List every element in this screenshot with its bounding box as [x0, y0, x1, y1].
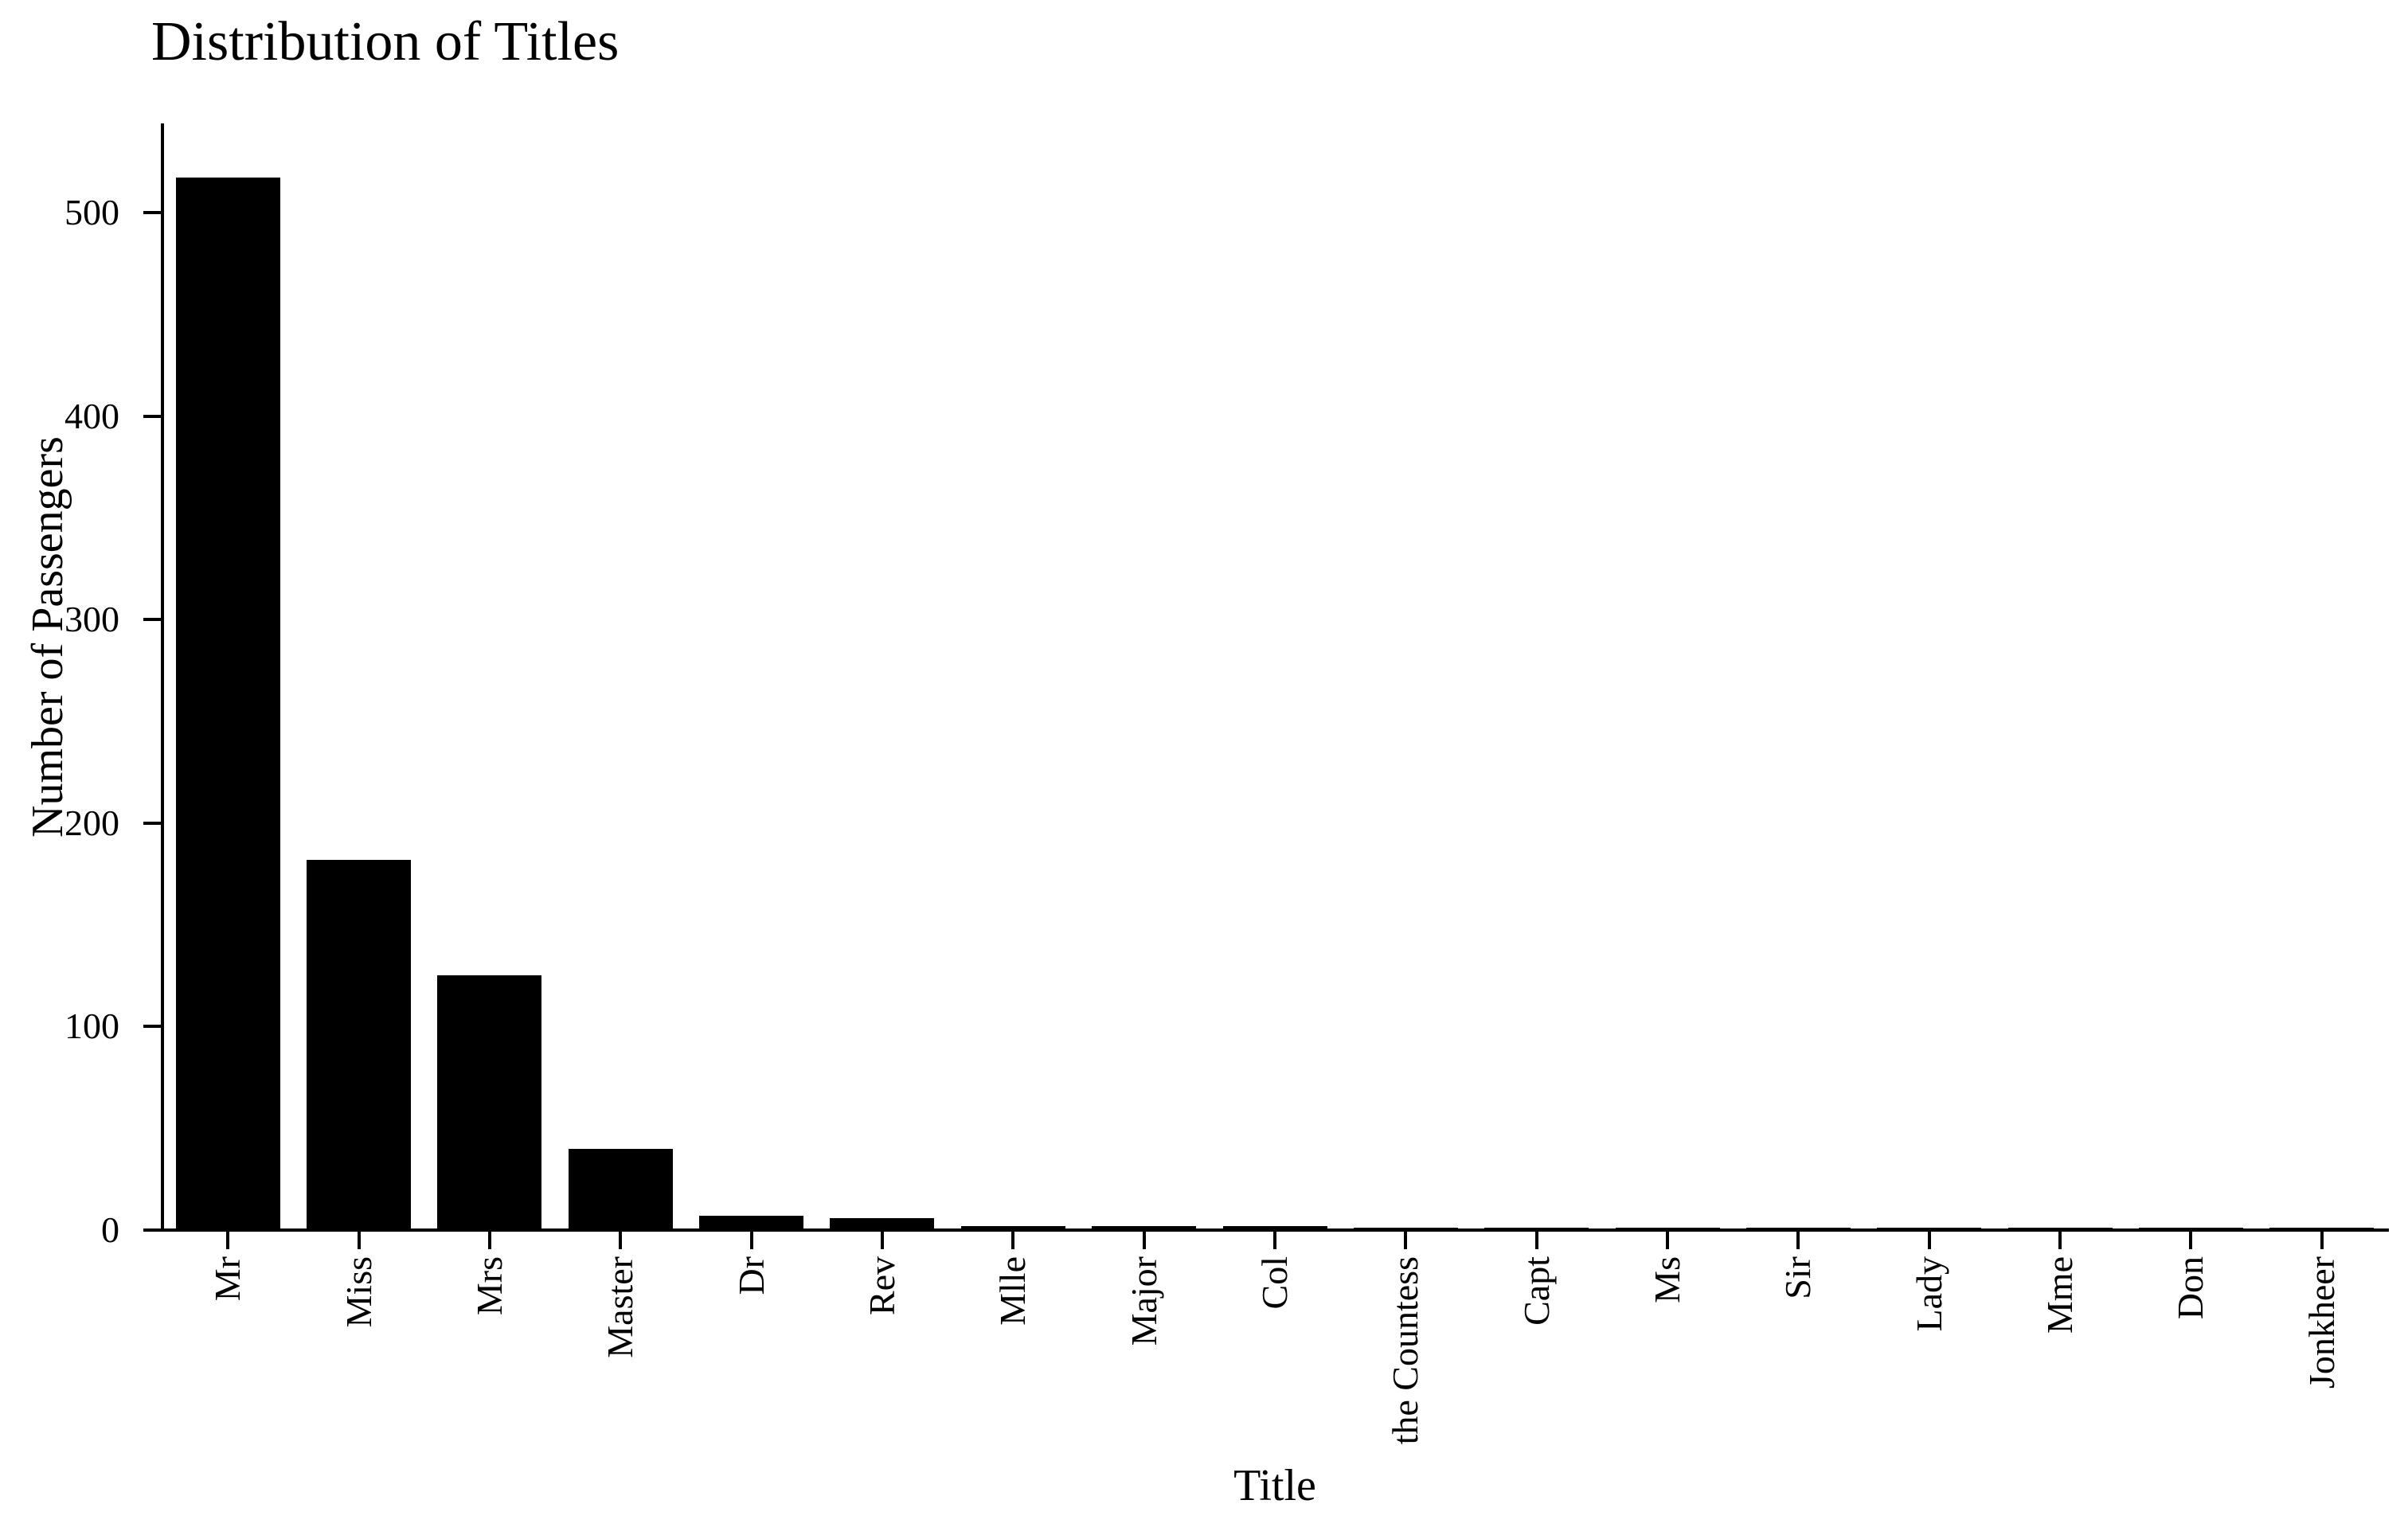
y-tick-mark-500: [143, 210, 161, 214]
x-tick-mark-Ms: [1666, 1232, 1670, 1249]
bar-Miss: [307, 859, 412, 1230]
x-tick-label-the-Countess: the Countess: [1385, 1256, 1426, 1445]
bar-Master: [568, 1148, 673, 1230]
y-tick-mark-400: [143, 414, 161, 418]
x-axis-spine: [161, 1228, 2389, 1232]
x-tick-mark-Master: [619, 1232, 623, 1249]
y-tick-label-300: 300: [64, 599, 119, 640]
y-tick-label-400: 400: [64, 395, 119, 436]
bar-Mrs: [437, 975, 542, 1230]
x-tick-label-Col: Col: [1254, 1256, 1295, 1310]
x-tick-mark-Miss: [357, 1232, 361, 1249]
y-tick-label-0: 0: [101, 1209, 119, 1250]
x-tick-label-Mme: Mme: [2039, 1256, 2081, 1334]
x-tick-label-Jonkheer: Jonkheer: [2300, 1256, 2342, 1389]
y-axis-spine: [161, 123, 164, 1232]
bar-Dr: [699, 1216, 804, 1230]
x-tick-label-Dr: Dr: [730, 1256, 772, 1295]
x-axis-label: Title: [1233, 1461, 1316, 1510]
x-tick-mark-Col: [1273, 1232, 1276, 1249]
x-tick-label-Miss: Miss: [338, 1256, 379, 1328]
x-tick-mark-Mme: [2058, 1232, 2062, 1249]
x-tick-mark-Jonkheer: [2320, 1232, 2324, 1249]
x-tick-label-Don: Don: [2170, 1256, 2211, 1320]
y-tick-label-200: 200: [64, 802, 119, 843]
x-tick-mark-Dr: [749, 1232, 753, 1249]
x-tick-label-Ms: Ms: [1647, 1256, 1688, 1303]
y-tick-label-500: 500: [64, 191, 119, 232]
x-tick-label-Mlle: Mlle: [992, 1256, 1034, 1326]
bar-Mlle: [960, 1225, 1065, 1230]
y-tick-mark-100: [143, 1025, 161, 1029]
x-tick-mark-Major: [1142, 1232, 1146, 1249]
x-tick-mark-Mrs: [487, 1232, 491, 1249]
x-tick-mark-the-Countess: [1404, 1232, 1408, 1249]
x-tick-mark-Mlle: [1011, 1232, 1015, 1249]
y-tick-label-100: 100: [64, 1006, 119, 1047]
y-tick-mark-200: [143, 821, 161, 825]
x-tick-label-Major: Major: [1123, 1256, 1164, 1346]
x-tick-mark-Sir: [1796, 1232, 1800, 1249]
bar-Rev: [830, 1217, 935, 1230]
chart-title: Distribution of Titles: [151, 11, 620, 72]
x-tick-mark-Capt: [1534, 1232, 1538, 1249]
bar-Mr: [175, 178, 280, 1230]
bar-Major: [1092, 1225, 1197, 1230]
x-tick-label-Lady: Lady: [1908, 1256, 1949, 1332]
x-tick-label-Master: Master: [600, 1256, 641, 1358]
x-tick-mark-Rev: [880, 1232, 884, 1249]
x-tick-label-Mr: Mr: [207, 1256, 248, 1302]
x-tick-label-Capt: Capt: [1515, 1256, 1557, 1326]
y-tick-mark-300: [143, 618, 161, 622]
x-tick-label-Sir: Sir: [1777, 1256, 1819, 1299]
x-tick-label-Mrs: Mrs: [468, 1256, 510, 1316]
y-tick-mark-0: [143, 1228, 161, 1232]
x-tick-mark-Lady: [1927, 1232, 1931, 1249]
x-tick-mark-Mr: [226, 1232, 230, 1249]
x-tick-mark-Don: [2189, 1232, 2193, 1249]
x-tick-label-Rev: Rev: [861, 1256, 902, 1316]
bar-Col: [1222, 1225, 1327, 1230]
